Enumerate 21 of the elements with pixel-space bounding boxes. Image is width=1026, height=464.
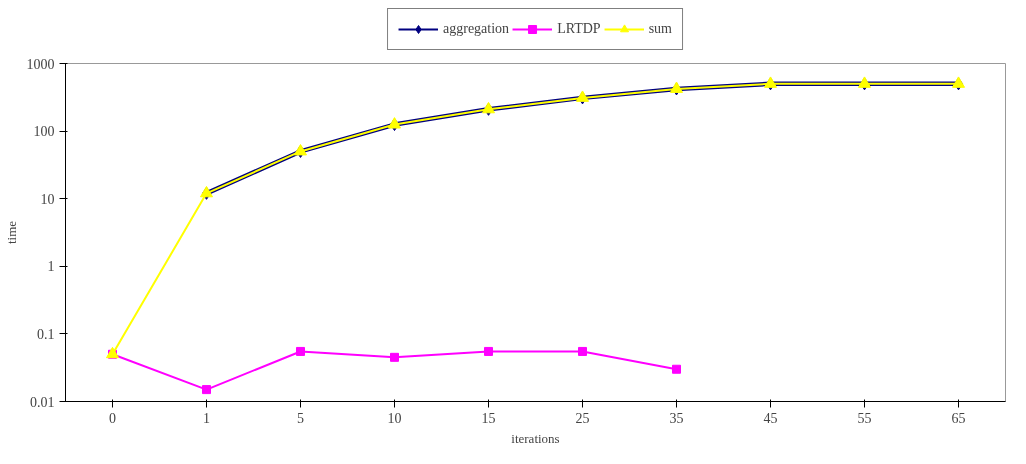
x-tick-label: 0 (109, 410, 116, 426)
y-tick-label: 0.1 (37, 326, 55, 342)
y-tick-label: 1 (47, 259, 55, 275)
y-tick-label: 0.01 (30, 394, 55, 410)
x-tick-label: 5 (297, 410, 304, 426)
y-tick-label: 10 (40, 191, 55, 207)
x-tick-label: 65 (951, 410, 966, 426)
x-tick-label: 10 (387, 410, 402, 426)
y-axis-title: time (3, 220, 19, 245)
legend-label: LRTDP (557, 21, 601, 37)
y-tick-label: 100 (33, 124, 55, 140)
x-tick-label: 15 (481, 410, 496, 426)
legend-label: sum (648, 21, 672, 37)
x-tick-label: 25 (575, 410, 590, 426)
y-tick-label: 1000 (26, 56, 55, 72)
x-tick-label: 1 (203, 410, 210, 426)
x-tick-label: 55 (857, 410, 872, 426)
legend-label: aggregation (443, 21, 510, 37)
x-axis-title: iterations (511, 430, 560, 446)
x-tick-label: 35 (669, 410, 684, 426)
x-tick-label: 45 (763, 410, 778, 426)
